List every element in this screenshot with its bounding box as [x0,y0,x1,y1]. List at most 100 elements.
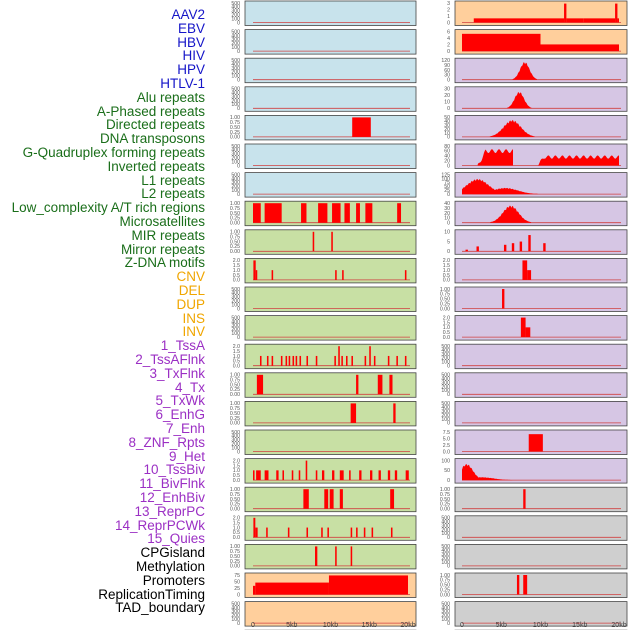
y-tick-label: 0.5 [233,273,240,279]
y-tick-label: 300 [231,66,240,72]
region-bar [282,470,284,481]
x-tick-label: 20kb [400,622,415,629]
y-tick-label: 200 [441,613,450,619]
region-bar [255,582,329,595]
y-tick-label: 0 [447,20,450,26]
x-tick-label: 5kb [496,622,507,629]
y-tick-label: 0.5 [443,273,450,279]
panel-background [244,601,417,627]
panel-background [454,343,628,370]
y-tick-label: 0.75 [230,206,240,212]
y-tick-label: 100 [231,159,240,165]
signal-block [536,155,619,166]
y-tick-label: 0 [447,249,450,255]
y-tick-label: 60 [444,68,450,74]
panel-background [244,429,417,455]
y-tick-label: 0.75 [230,234,240,240]
region-bar [377,374,383,395]
y-tick-label: 300 [231,152,240,158]
y-tick-label: 0 [447,364,450,370]
y-tick-label: 100 [231,445,240,451]
y-tick-label: 2.0 [443,315,450,321]
region-bar [339,470,344,481]
signal-step [516,575,520,595]
y-tick-label: 0.0 [443,449,450,455]
y-tick-label: 500 [231,29,240,35]
y-tick-label: 400 [231,434,240,440]
y-tick-label: 0.75 [230,406,240,412]
signal-step [566,18,584,23]
region-bar [350,546,353,566]
signal-peak [490,205,532,223]
y-tick-label: 0.25 [230,244,240,250]
panel-background [454,315,628,341]
y-tick-label: 500 [231,601,240,607]
signal-spike [503,244,507,252]
y-tick-label: 1.5 [233,463,240,469]
signal-step [615,3,618,23]
panel-background [454,400,628,427]
y-tick-label: 0 [237,306,240,312]
region-bar [315,546,318,566]
y-tick-label: 500 [231,430,240,436]
signal-step [462,33,541,52]
y-tick-label: 500 [231,287,240,293]
y-tick-label: 500 [231,1,240,7]
y-tick-label: 0.50 [230,239,240,245]
y-tick-label: 0.25 [230,502,240,508]
y-tick-label: 500 [231,315,240,321]
y-tick-label: 300 [231,609,240,615]
y-tick-label: 400 [441,548,450,554]
y-tick-label: 2.5 [443,443,450,449]
y-tick-label: 0.25 [230,216,240,222]
y-tick-label: 1.00 [230,373,240,379]
y-tick-label: 0.0 [233,535,240,541]
y-tick-label: 100 [231,331,240,337]
region-bar [359,470,362,481]
y-tick-label: 75 [234,573,240,579]
track-label: L1 repeats [141,172,205,188]
y-tick-label: 2 [447,7,450,13]
y-tick-label: 300 [231,295,240,301]
y-tick-label: 300 [231,9,240,15]
signal-spike [543,243,546,252]
panel-background [244,86,417,112]
panel-background [454,601,628,627]
y-tick-label: 1.00 [230,487,240,493]
region-bar [256,374,264,395]
signal-spike [528,235,531,252]
region-bar [264,470,269,481]
y-tick-label: 40 [444,201,450,207]
panel-background [454,544,628,570]
y-tick-label: 125 [441,172,450,178]
region-bar [387,355,390,366]
y-tick-label: 200 [231,613,240,619]
x-tick-label: 0 [460,622,464,629]
y-tick-label: 25 [444,188,450,194]
track-label: Alu repeats [136,89,205,105]
track-label: DUP [176,296,205,312]
y-tick-label: 0 [447,392,450,398]
track-label: DNA transposons [99,131,205,147]
panel-background [244,458,417,484]
y-tick-label: 300 [441,552,450,558]
y-tick-label: 200 [441,556,450,562]
y-tick-label: 0.50 [230,211,240,217]
region-bar [312,231,315,252]
y-tick-label: 300 [231,94,240,100]
region-bar [295,355,298,366]
y-tick-label: 120 [441,58,450,64]
region-bar [356,527,358,538]
y-tick-label: 0 [237,78,240,84]
y-tick-label: 0 [447,564,450,570]
y-tick-label: 0.75 [230,549,240,555]
y-tick-label: 400 [231,148,240,154]
track-label: Methylation [135,559,205,574]
y-tick-label: 90 [444,63,450,69]
panel-background [244,172,417,198]
track-label: Directed repeats [105,117,205,133]
track-label: A-Phased repeats [96,103,205,119]
track-label-column: AAV2 EBV HBV HIV HPV HTLV-1 Alu repeats A-Phase… [0,0,205,630]
track-label: 3_TxFlnk [149,365,205,381]
y-tick-label: 200 [441,384,450,390]
